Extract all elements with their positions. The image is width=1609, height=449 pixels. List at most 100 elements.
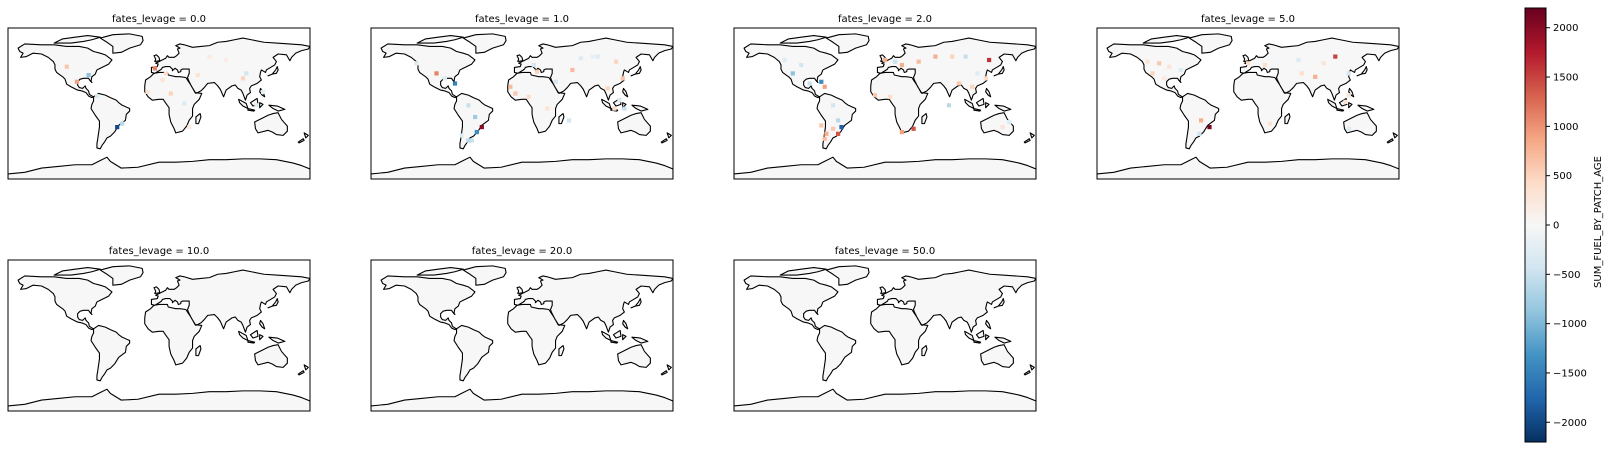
- data-cell: [799, 62, 804, 68]
- data-cell: [187, 125, 192, 130]
- colorbar-tick-label: 1500: [1553, 73, 1578, 84]
- data-cell: [807, 81, 812, 86]
- data-cell: [526, 94, 531, 99]
- data-cell: [442, 76, 447, 81]
- data-cell: [115, 125, 120, 130]
- data-cell: [911, 126, 916, 131]
- data-cell: [617, 98, 622, 103]
- map-panel: fates_levage = 1.0: [370, 14, 674, 180]
- data-cell: [790, 71, 795, 76]
- data-cell: [578, 56, 583, 61]
- colorbar-label: SUM_FUEL_BY_PATCH_AGE: [1593, 156, 1604, 288]
- data-cell: [1207, 125, 1212, 130]
- map-panel: fates_levage = 50.0: [733, 246, 1037, 412]
- data-cell: [545, 106, 550, 111]
- data-cell: [466, 103, 471, 108]
- data-cell: [479, 125, 484, 130]
- colorbar-tick-label: 1000: [1553, 122, 1578, 133]
- coastline: [8, 265, 310, 411]
- data-cell: [1150, 71, 1155, 76]
- data-cell: [1145, 59, 1150, 64]
- map-frame: [7, 259, 311, 412]
- map-frame: [733, 259, 1037, 412]
- data-cell: [473, 114, 478, 120]
- data-cell: [160, 78, 165, 83]
- data-cell: [64, 64, 69, 69]
- colorbar-tick-label: −2000: [1553, 418, 1587, 429]
- coastline: [371, 33, 673, 179]
- map-frame: [370, 27, 674, 180]
- map-frame: [370, 259, 674, 412]
- data-cell: [836, 118, 841, 123]
- data-cell: [553, 79, 558, 84]
- map-frame: [733, 27, 1037, 180]
- data-cell: [883, 57, 888, 63]
- colorbar-tick-label: 500: [1553, 171, 1572, 182]
- data-cell: [893, 59, 898, 64]
- data-cell: [145, 89, 150, 94]
- data-cell: [1321, 61, 1326, 66]
- panel-title: fates_levage = 10.0: [109, 246, 209, 257]
- data-cell: [831, 126, 836, 131]
- data-cell: [1178, 67, 1184, 73]
- data-cell: [535, 69, 540, 74]
- data-cell: [819, 123, 824, 128]
- colorbar-tick-label: 0: [1553, 221, 1559, 232]
- data-cell: [1346, 71, 1351, 76]
- data-cell: [1313, 74, 1318, 79]
- data-cell: [899, 62, 904, 68]
- data-cell: [152, 66, 157, 71]
- data-cell: [1000, 125, 1005, 130]
- data-cell: [240, 76, 246, 81]
- panel-title: fates_levage = 0.0: [112, 14, 206, 25]
- data-cell: [595, 54, 600, 59]
- data-cell: [1299, 71, 1304, 76]
- data-cell: [261, 89, 266, 94]
- data-cell: [590, 54, 595, 59]
- data-cell: [1346, 93, 1351, 98]
- panel-title: fates_levage = 20.0: [472, 246, 572, 257]
- map-panel: fates_levage = 2.0: [733, 14, 1037, 180]
- coastline: [371, 265, 673, 411]
- data-cell: [94, 94, 100, 99]
- data-cell: [1333, 54, 1338, 59]
- data-cell: [434, 71, 439, 76]
- data-cell: [1007, 120, 1012, 125]
- data-cell: [531, 62, 536, 68]
- map-frame: [7, 27, 311, 180]
- data-cell: [822, 84, 827, 89]
- data-cell: [933, 54, 938, 59]
- data-cell: [899, 130, 904, 135]
- data-cell: [74, 79, 79, 84]
- data-cell: [1197, 131, 1202, 136]
- coastline: [734, 265, 1036, 411]
- data-cell: [950, 54, 955, 59]
- map-panel: fates_levage = 0.0: [7, 14, 311, 180]
- data-cell: [916, 59, 921, 64]
- data-cell: [622, 106, 627, 111]
- data-cell: [872, 93, 878, 98]
- data-cell: [836, 131, 841, 136]
- data-cell: [168, 91, 173, 96]
- data-cell: [469, 138, 474, 143]
- data-cell: [614, 59, 619, 64]
- data-cell: [474, 130, 479, 135]
- colorbar-tick-label: 2000: [1553, 23, 1578, 34]
- data-cell: [86, 73, 91, 78]
- data-cell: [1162, 76, 1167, 81]
- coastline: [8, 33, 310, 179]
- data-cell: [120, 121, 125, 126]
- data-cell: [819, 79, 824, 84]
- data-cell: [983, 76, 988, 81]
- data-cell: [831, 103, 836, 108]
- data-cell: [839, 125, 844, 130]
- data-cell: [970, 84, 975, 89]
- map-panel: fates_levage = 5.0: [1096, 14, 1400, 180]
- data-cell: [244, 71, 249, 76]
- data-cell: [1262, 62, 1267, 68]
- colorbar-tick-label: −1000: [1553, 319, 1587, 330]
- data-cell: [1167, 64, 1172, 69]
- data-cell: [1343, 99, 1348, 104]
- data-cell: [946, 103, 951, 108]
